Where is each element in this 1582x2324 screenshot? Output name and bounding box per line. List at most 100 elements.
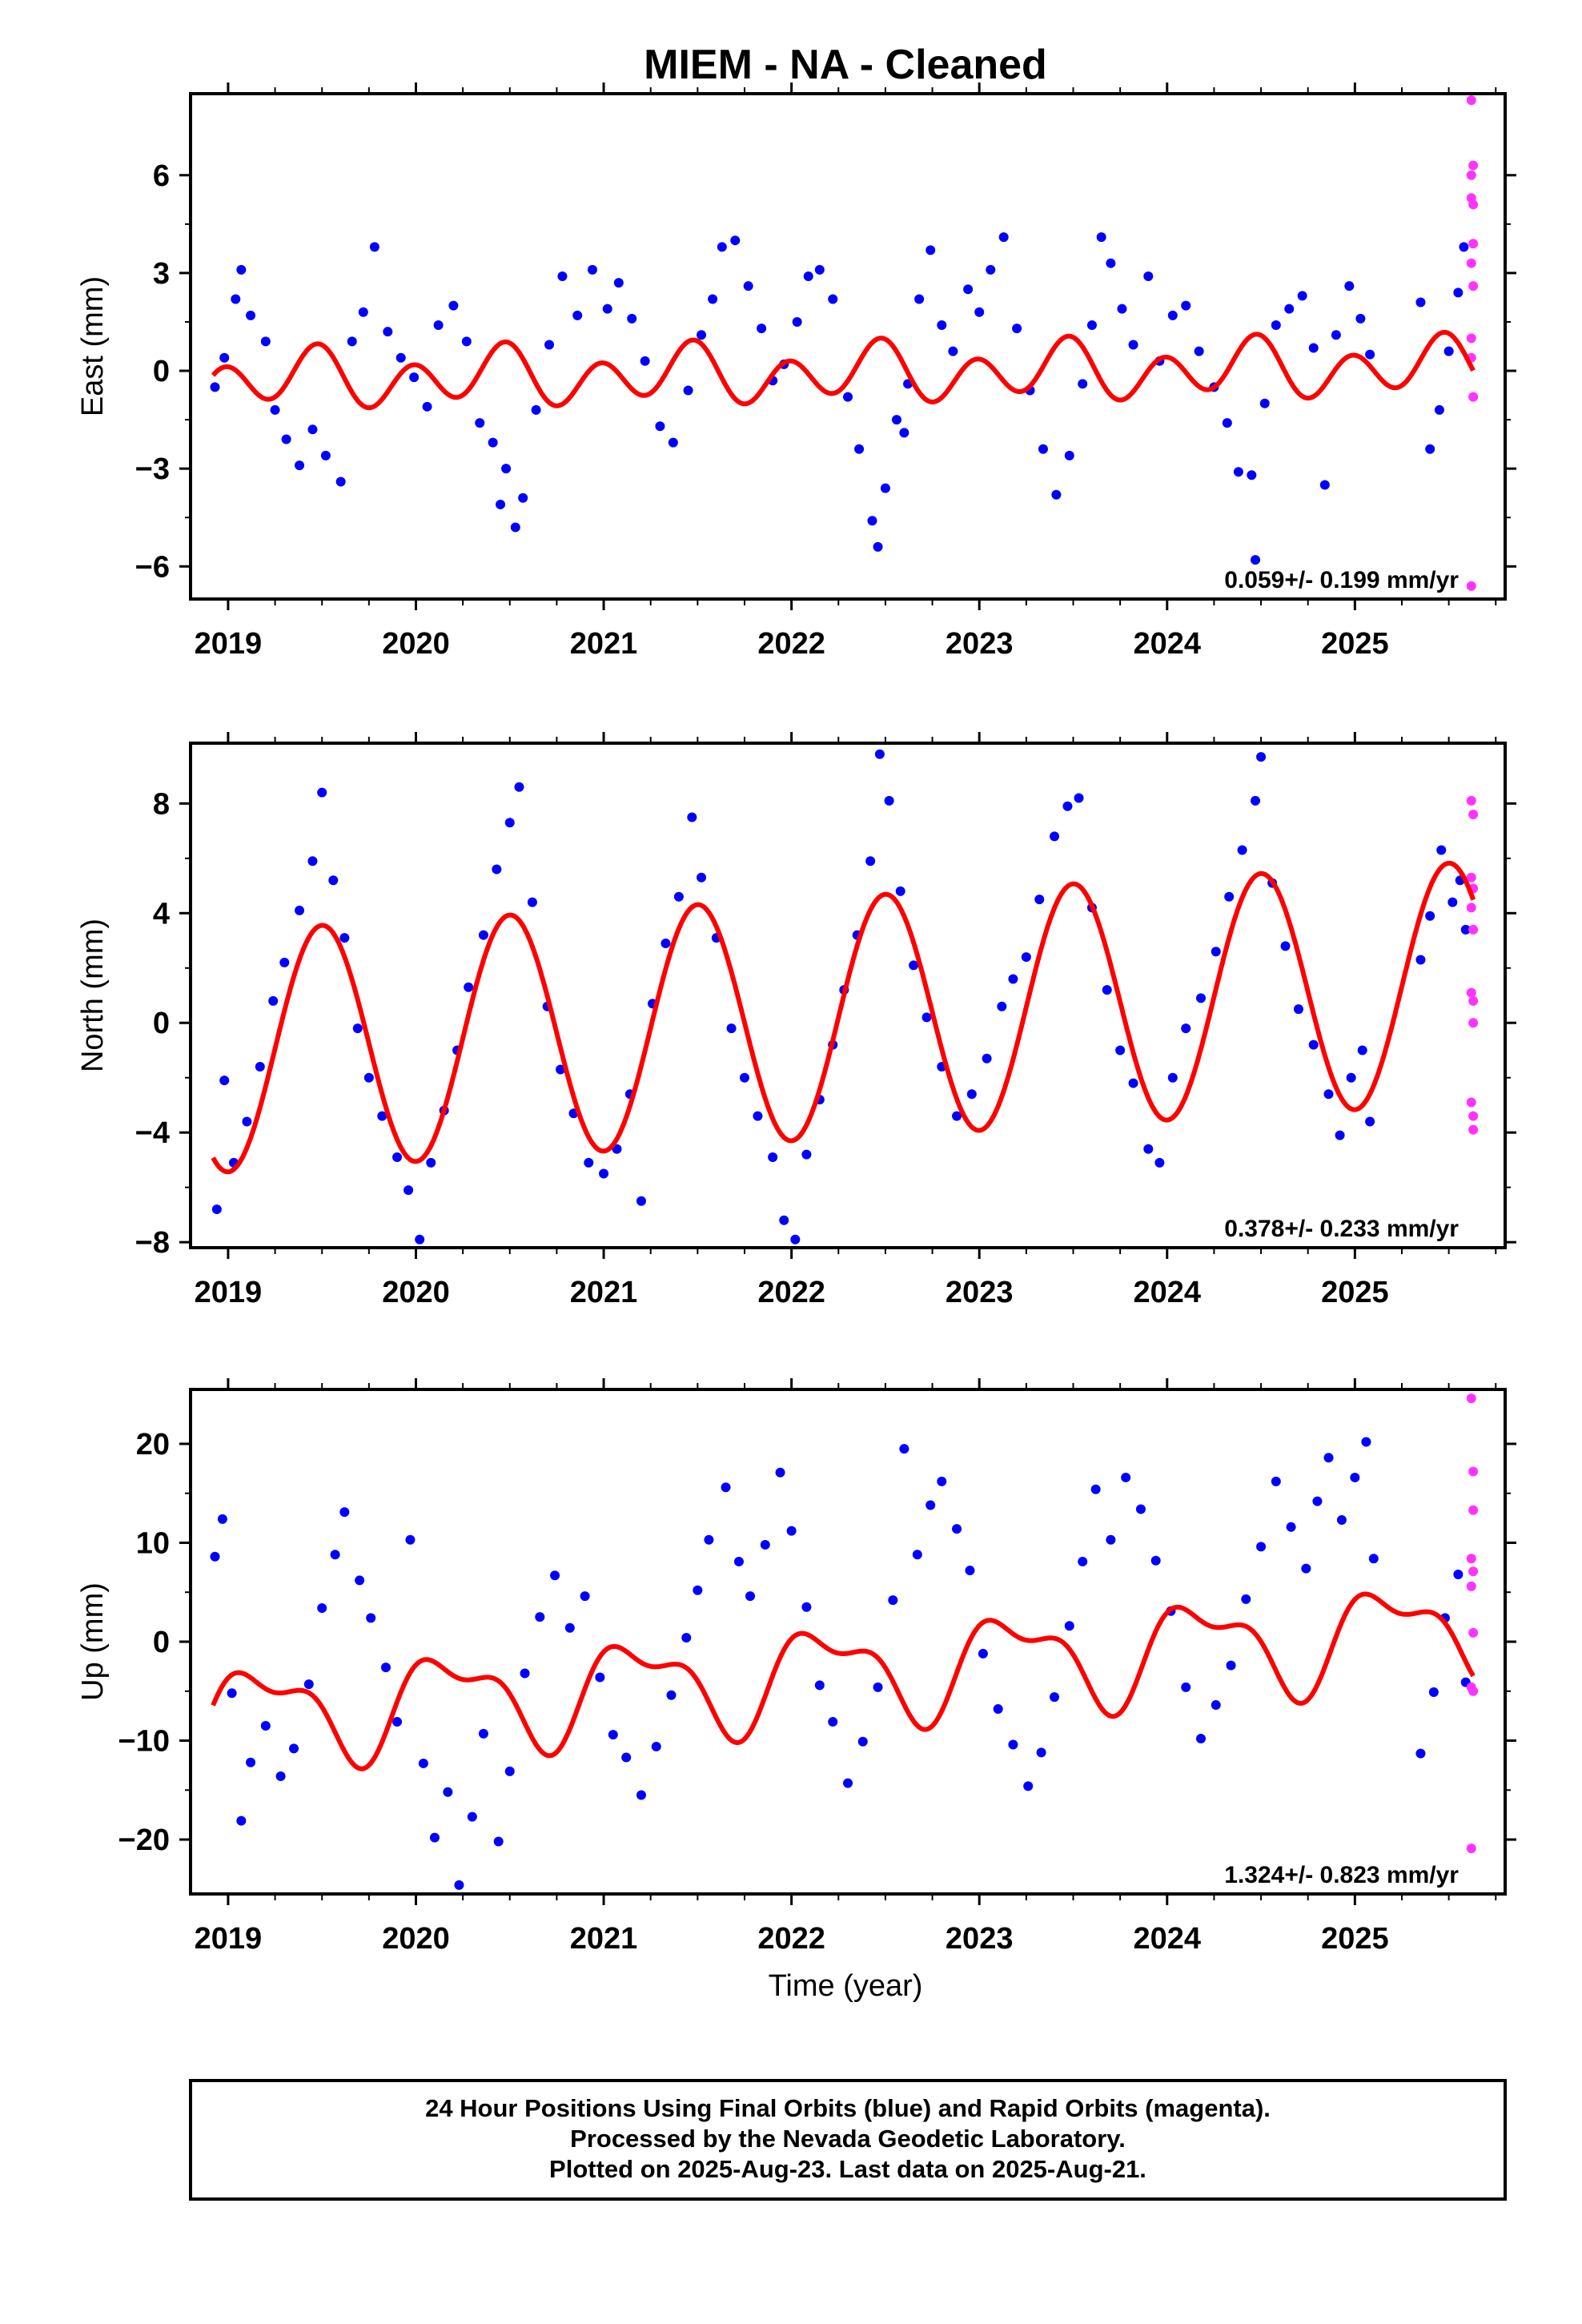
north-final-point [295, 905, 305, 915]
east-final-point [1443, 346, 1454, 356]
up-final-point [857, 1736, 868, 1747]
up-final-point [1301, 1563, 1311, 1574]
east-final-point [854, 444, 865, 454]
north-xtick-label: 2019 [195, 1276, 263, 1309]
up-final-point [429, 1832, 440, 1843]
up-final-point [1211, 1700, 1221, 1711]
up-final-point [1336, 1515, 1347, 1526]
north-final-point [1102, 985, 1112, 995]
up-final-point [1023, 1781, 1034, 1791]
north-final-point [527, 897, 537, 907]
north-final-point [317, 787, 327, 798]
north-final-point [255, 1062, 265, 1072]
north-ytick-label: −8 [135, 1226, 170, 1260]
east-final-point [1128, 340, 1138, 350]
north-final-point [307, 856, 318, 866]
east-final-point [270, 404, 280, 415]
east-final-point [828, 294, 838, 304]
up-final-point [965, 1566, 975, 1576]
east-final-point [668, 437, 678, 448]
east-final-point [655, 421, 665, 432]
east-xtick-label: 2020 [382, 627, 450, 661]
up-final-point [912, 1550, 922, 1560]
east-final-point [814, 264, 825, 275]
north-final-point [1050, 831, 1060, 842]
east-final-point [307, 424, 318, 435]
up-final-point [210, 1551, 220, 1562]
up-final-point [775, 1467, 785, 1478]
up-final-point [704, 1534, 714, 1545]
up-final-point [666, 1690, 677, 1700]
north-final-point [790, 1234, 801, 1244]
east-xtick-label: 2019 [195, 627, 263, 661]
east-final-point [926, 245, 936, 255]
north-final-point [1143, 1144, 1154, 1154]
north-final-point [921, 1012, 932, 1023]
east-final-point [475, 418, 485, 428]
north-frame [189, 742, 1507, 1249]
north-final-point [801, 1149, 812, 1160]
up-final-point [330, 1550, 340, 1560]
up-ytick-label: −20 [118, 1823, 170, 1857]
north-ytick-label: 8 [153, 787, 170, 821]
north-final-point [514, 782, 524, 792]
east-final-point [1459, 242, 1469, 252]
up-final-point [595, 1672, 605, 1683]
east-final-point [409, 372, 420, 383]
north-final-point [404, 1185, 414, 1196]
east-final-point [383, 327, 393, 337]
up-final-point [392, 1717, 403, 1727]
up-final-point [1361, 1437, 1371, 1447]
up-final-point [227, 1688, 237, 1699]
north-final-point [1115, 1045, 1126, 1055]
up-rate-label: 1.324+/- 0.823 mm/yr [1224, 1862, 1459, 1888]
north-final-point [895, 886, 905, 896]
up-final-point [580, 1591, 590, 1602]
east-final-point [1284, 304, 1295, 314]
up-xtick-label: 2021 [570, 1922, 638, 1956]
east-final-point [1038, 444, 1048, 454]
east-final-point [260, 336, 271, 347]
east-final-point [1453, 287, 1464, 298]
east-ytick-label: 0 [153, 355, 170, 388]
up-final-point [1428, 1687, 1439, 1697]
east-rapid-point [1468, 199, 1479, 210]
east-final-point [1355, 313, 1366, 324]
east-final-point [1251, 555, 1261, 565]
east-xtick-label: 2025 [1321, 627, 1389, 661]
north-final-point [884, 795, 894, 806]
north-rapid-point [1468, 1111, 1479, 1121]
north-xtick-label: 2022 [757, 1276, 825, 1309]
north-final-point [1195, 993, 1206, 1003]
north-rapid-point [1468, 1018, 1479, 1028]
up-final-point [1106, 1534, 1116, 1545]
east-final-point [1308, 343, 1319, 353]
north-final-point [874, 749, 885, 759]
north-final-point [1365, 1116, 1375, 1127]
north-final-point [768, 1152, 778, 1163]
north-final-point [1074, 793, 1084, 803]
east-final-point [757, 324, 767, 334]
up-final-point [651, 1741, 661, 1751]
east-final-point [1012, 324, 1022, 334]
up-rapid-point [1466, 1554, 1476, 1564]
east-final-point [899, 428, 909, 438]
east-final-point [1096, 232, 1106, 243]
east-final-point [867, 516, 877, 526]
up-ytick-label: 10 [136, 1526, 170, 1560]
north-final-point [687, 812, 697, 822]
footer-line-1: 24 Hour Positions Using Final Orbits (bl… [425, 2094, 1271, 2122]
up-final-point [1368, 1554, 1379, 1564]
north-rapid-point [1466, 1097, 1476, 1108]
east-final-point [358, 307, 368, 317]
up-final-point [520, 1668, 530, 1679]
east-rapid-point [1468, 160, 1479, 171]
east-xtick-label: 2022 [757, 627, 825, 661]
north-final-point [352, 1023, 363, 1034]
up-final-point [1121, 1472, 1131, 1482]
north-xtick-label: 2024 [1133, 1276, 1201, 1309]
up-final-point [418, 1758, 428, 1768]
north-final-point [1034, 895, 1045, 905]
east-final-point [572, 310, 583, 320]
